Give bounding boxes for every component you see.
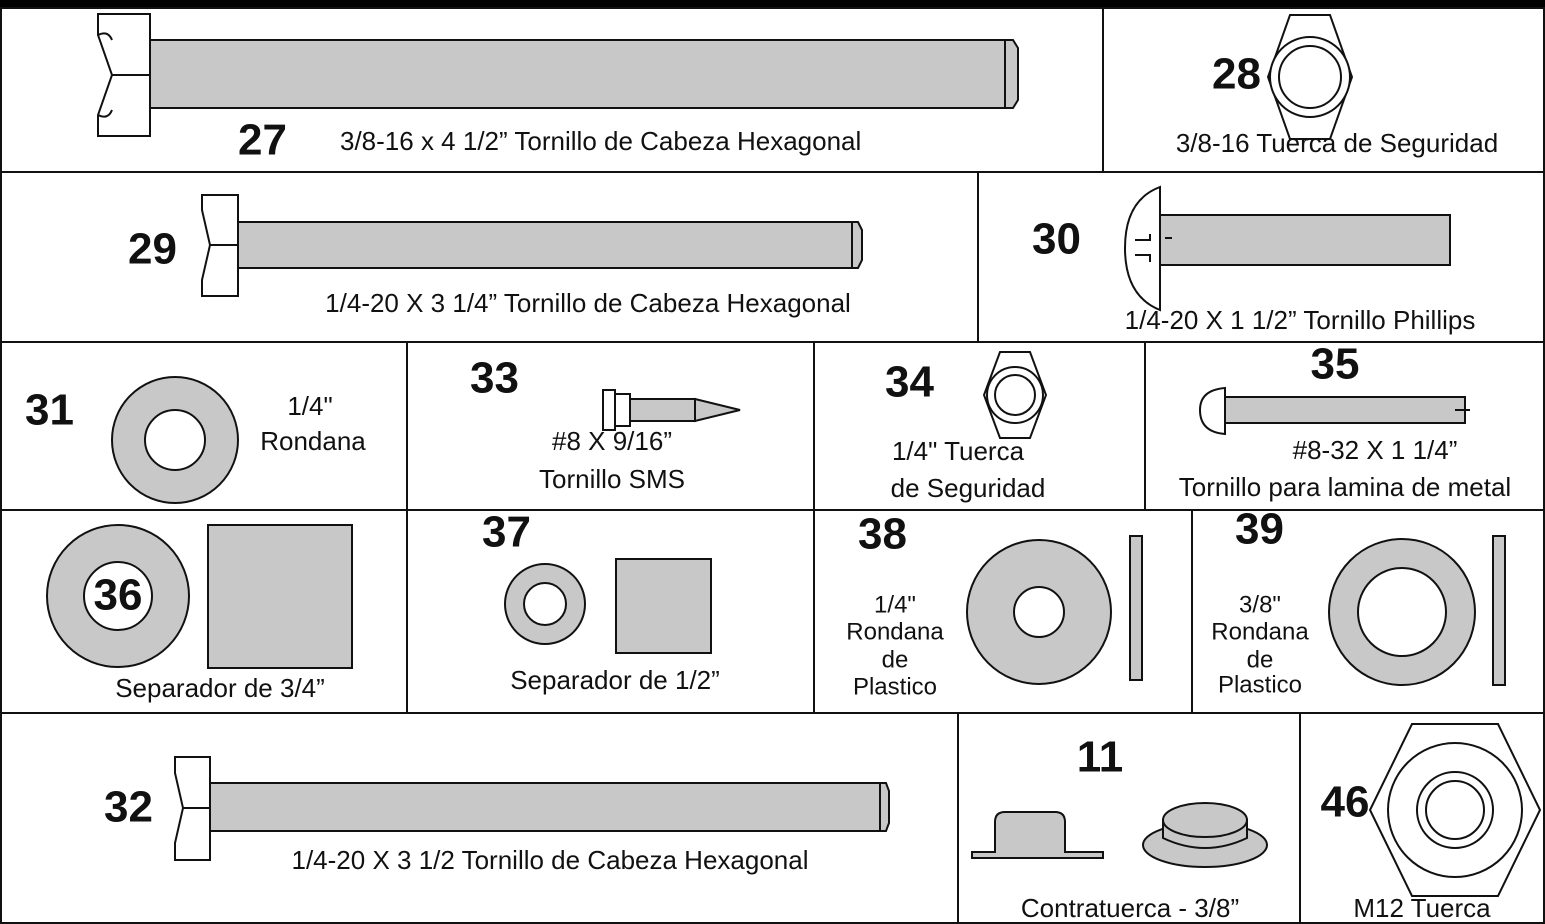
part-label: #8-32 X 1 1/4” [1293,435,1458,465]
part-number: 31 [25,386,74,435]
part-number: 11 [1077,733,1124,782]
screw-35 [1198,386,1470,436]
part-label: 1/4" [874,591,916,618]
bolt-27 [97,13,1019,137]
part-label: M12 Tuerca [1353,893,1491,923]
part-label: Tornillo SMS [539,464,685,494]
cap-nut-11 [971,802,1268,868]
washer-31 [111,376,239,504]
bolt-32 [174,756,890,861]
part-label: 1/4-20 X 1 1/2” Tornillo Phillips [1125,305,1476,335]
nut-34 [982,351,1048,439]
part-number: 37 [482,508,531,557]
part-number: 30 [1032,215,1081,264]
screw-30 [1123,185,1451,312]
screw-33 [602,389,741,431]
nut-28 [1266,14,1354,140]
part-label: 3/8-16 Tuerca de Seguridad [1176,128,1498,158]
part-label: 3/8-16 x 4 1/2” Tornillo de Cabeza Hexag… [340,126,861,156]
part-label: de [882,646,909,673]
part-number: 38 [858,510,907,559]
part-label: Contratuerca - 3/8” [1021,893,1239,923]
part-label: Plastico [1218,671,1302,698]
part-label: Separador de 3/4” [115,673,325,703]
part-label: Separador de 1/2” [510,665,720,695]
part-number: 33 [470,354,519,403]
part-label: #8 X 9/16” [552,426,672,456]
part-label: Rondana [260,426,366,456]
part-number: 34 [885,358,934,407]
spacer-37 [504,558,712,654]
grid [0,7,1545,924]
washer-39 [1328,535,1506,686]
top-bar [0,0,1545,8]
part-label: Rondana [1211,618,1309,645]
part-label: de [1247,646,1274,673]
part-number: 28 [1212,50,1261,99]
nut-46 [1368,723,1542,897]
part-label: de Seguridad [891,473,1046,503]
part-label: 1/4" [287,391,332,421]
part-number: 29 [128,225,177,274]
part-label: 1/4-20 X 3 1/4” Tornillo de Cabeza Hexag… [325,288,851,318]
part-label: Rondana [846,618,944,645]
part-number: 27 [238,116,287,165]
part-label: 1/4-20 X 3 1/2 Tornillo de Cabeza Hexago… [292,845,809,875]
part-number: 39 [1235,505,1284,554]
part-label: Tornillo para lamina de metal [1179,472,1511,502]
part-number: 46 [1321,778,1370,827]
part-number: 35 [1311,340,1360,389]
part-label: Plastico [853,673,937,700]
part-label: 1/4" Tuerca [892,436,1025,466]
spacer-36 [46,524,353,669]
part-label: 3/8" [1239,591,1281,618]
part-number: 36 [94,571,143,620]
washer-38 [966,535,1143,685]
part-number: 32 [104,783,153,832]
bolt-29 [201,194,863,297]
